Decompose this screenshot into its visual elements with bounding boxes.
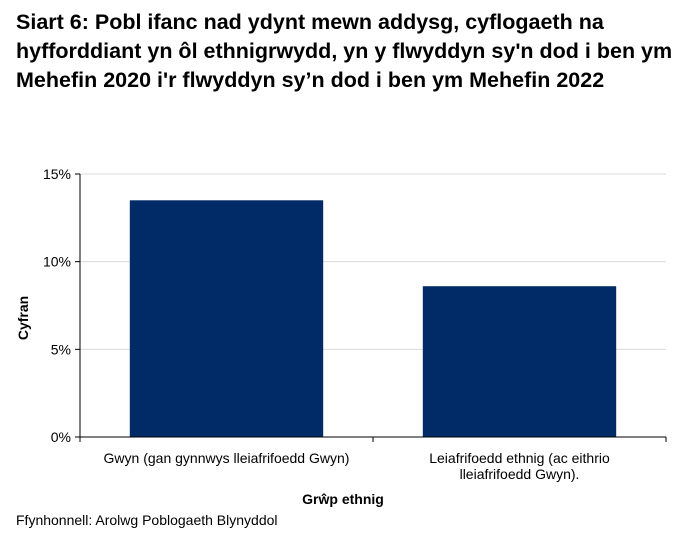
x-tick-labels: Gwyn (gan gynnwys lleiafrifoedd Gwyn) Lei… [104,450,610,482]
x-axis-title: Grŵp ethnig [302,491,384,507]
y-tick-label: 15% [43,166,71,182]
y-tick-label: 0% [51,429,71,445]
source-note: Ffynhonnell: Arolwg Poblogaeth Blynyddol [16,512,278,528]
bar [422,286,617,437]
y-tick-labels: 0% 5% 10% 15% [43,166,71,445]
x-tick-label: Leiafrifoedd ethnig (ac eithrio [429,450,610,466]
bar [129,200,324,437]
y-axis-title: Cyfran [15,296,31,340]
chart-title: Siart 6: Pobl ifanc nad ydynt mewn addys… [16,10,673,92]
y-tick-label: 5% [51,341,71,357]
axes [75,173,667,442]
bars [129,200,617,437]
x-tick-label: Gwyn (gan gynnwys lleiafrifoedd Gwyn) [104,450,350,466]
y-tick-label: 10% [43,254,71,270]
x-tick-label: lleiafrifoedd Gwyn). [460,466,580,482]
